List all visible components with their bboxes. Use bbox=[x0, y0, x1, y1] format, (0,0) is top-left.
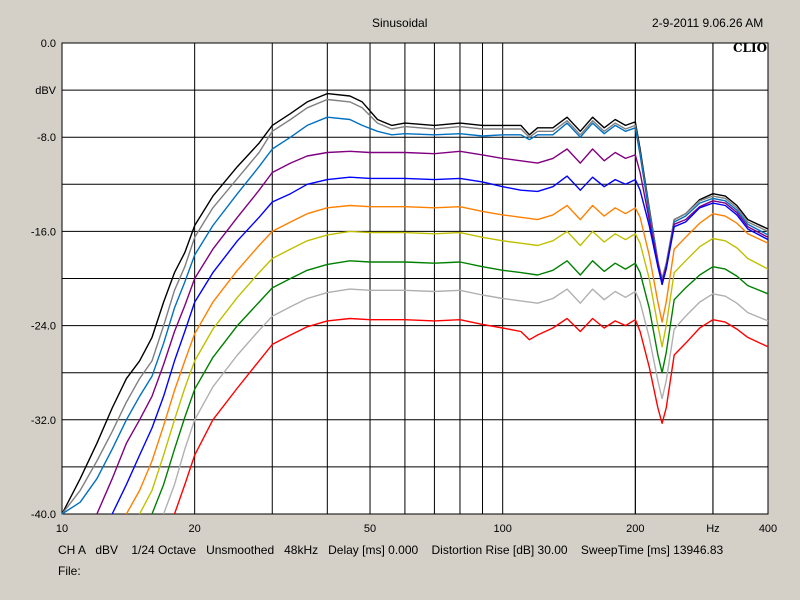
y-tick-label: -16.0 bbox=[31, 226, 56, 238]
series-line-7 bbox=[138, 230, 769, 515]
x-tick-label: 400 bbox=[759, 523, 777, 535]
x-tick-label: 10 bbox=[56, 523, 68, 535]
x-axis-unit-label: Hz bbox=[706, 523, 719, 535]
x-tick-label: 200 bbox=[626, 523, 644, 535]
x-tick-label: 50 bbox=[364, 523, 376, 535]
y-tick-label: -8.0 bbox=[37, 132, 56, 144]
file-label: File: bbox=[58, 564, 81, 578]
measurement-info: CH A dBV 1/24 Octave Unsmoothed 48kHz De… bbox=[58, 543, 724, 557]
series-line-6 bbox=[125, 204, 769, 515]
y-axis-unit-label: dBV bbox=[35, 85, 56, 97]
timestamp: 2-9-2011 9.06.26 AM bbox=[652, 16, 764, 30]
x-tick-label: 20 bbox=[189, 523, 201, 535]
y-tick-label: -40.0 bbox=[31, 509, 56, 521]
y-tick-label: -32.0 bbox=[31, 415, 56, 427]
y-tick-label: 0.0 bbox=[41, 38, 56, 50]
y-tick-label: -24.0 bbox=[31, 321, 56, 333]
series-line-8 bbox=[151, 260, 769, 515]
x-tick-label: 100 bbox=[494, 523, 512, 535]
chart-title: Sinusoidal bbox=[372, 16, 428, 30]
series-line-10 bbox=[173, 317, 769, 515]
series-line-2 bbox=[61, 98, 769, 515]
series-line-9 bbox=[162, 288, 769, 515]
plot-border bbox=[61, 42, 769, 515]
brand-label: CLIO bbox=[733, 41, 768, 55]
series-line-5 bbox=[111, 175, 769, 515]
